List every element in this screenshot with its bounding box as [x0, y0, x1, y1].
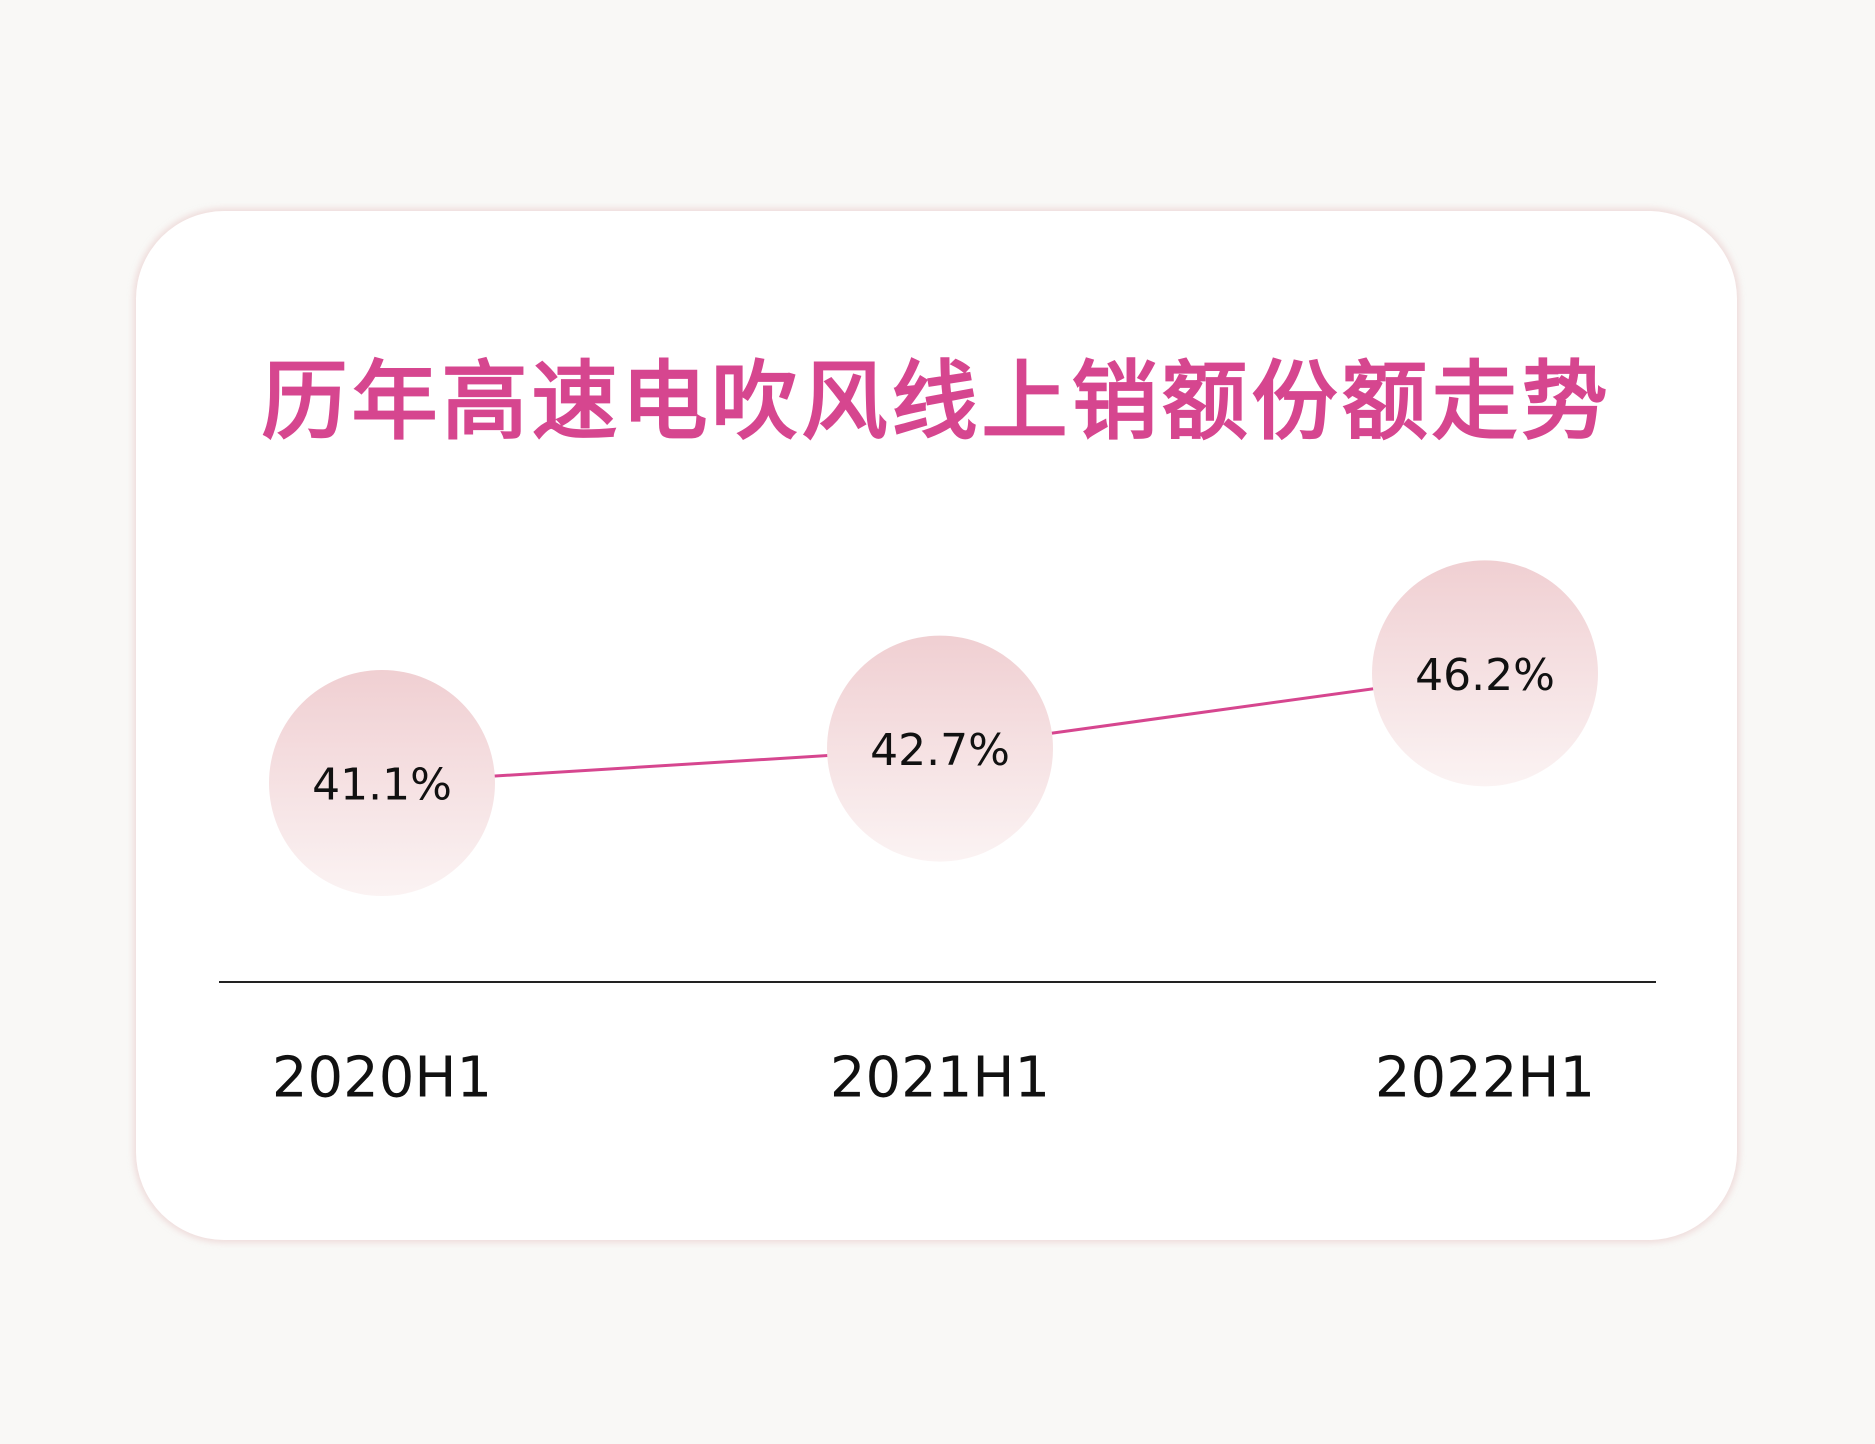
x-tick-label-2020H1: 2020H1	[272, 1046, 492, 1111]
data-point-2022H1	[1372, 560, 1598, 787]
x-tick-label-2022H1: 2022H1	[1375, 1046, 1595, 1111]
data-label-2022H1: 46.2%	[1415, 650, 1555, 701]
data-point-2021H1	[827, 635, 1053, 862]
data-label-2021H1: 42.7%	[870, 725, 1010, 776]
data-point-2020H1	[269, 670, 495, 896]
chart-title: 历年高速电吹风线上销额份额走势	[261, 352, 1612, 452]
data-label-2020H1: 41.1%	[312, 760, 452, 811]
x-tick-label-2021H1: 2021H1	[830, 1046, 1050, 1111]
